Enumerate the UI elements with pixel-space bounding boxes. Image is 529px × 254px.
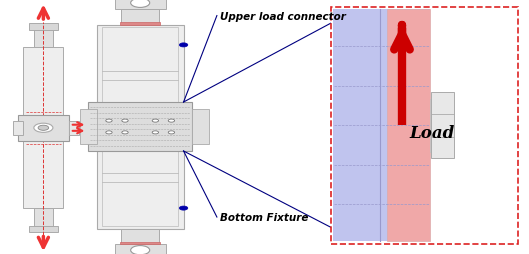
- Bar: [333, 10, 430, 241]
- Bar: [88, 103, 192, 151]
- Bar: [115, 244, 166, 254]
- Circle shape: [179, 206, 188, 210]
- Bar: [18, 116, 69, 141]
- Bar: [34, 30, 53, 48]
- Circle shape: [152, 120, 159, 123]
- Bar: [430, 99, 431, 152]
- Bar: [29, 24, 58, 30]
- Bar: [69, 121, 79, 135]
- Bar: [23, 48, 63, 208]
- Circle shape: [152, 131, 159, 134]
- Bar: [97, 25, 184, 229]
- Circle shape: [179, 44, 188, 48]
- Bar: [121, 10, 159, 25]
- Bar: [80, 110, 97, 144]
- Circle shape: [168, 131, 175, 134]
- Bar: [115, 0, 166, 10]
- Bar: [387, 10, 430, 241]
- Bar: [34, 208, 53, 226]
- Circle shape: [106, 131, 112, 134]
- Circle shape: [168, 120, 175, 123]
- Bar: [431, 93, 454, 159]
- Circle shape: [34, 124, 53, 133]
- Circle shape: [122, 120, 128, 123]
- Text: Upper load connector: Upper load connector: [220, 11, 345, 22]
- Bar: [120, 242, 160, 244]
- Bar: [102, 28, 178, 226]
- Bar: [121, 229, 159, 244]
- Bar: [120, 23, 160, 25]
- Bar: [331, 8, 518, 244]
- Bar: [13, 121, 23, 135]
- Circle shape: [122, 131, 128, 134]
- Circle shape: [38, 126, 49, 131]
- Text: Load: Load: [409, 124, 455, 141]
- Bar: [192, 110, 209, 144]
- Circle shape: [131, 246, 150, 254]
- Circle shape: [131, 0, 150, 8]
- Bar: [29, 226, 58, 232]
- Text: Bottom Fixture: Bottom Fixture: [220, 212, 308, 222]
- Circle shape: [106, 120, 112, 123]
